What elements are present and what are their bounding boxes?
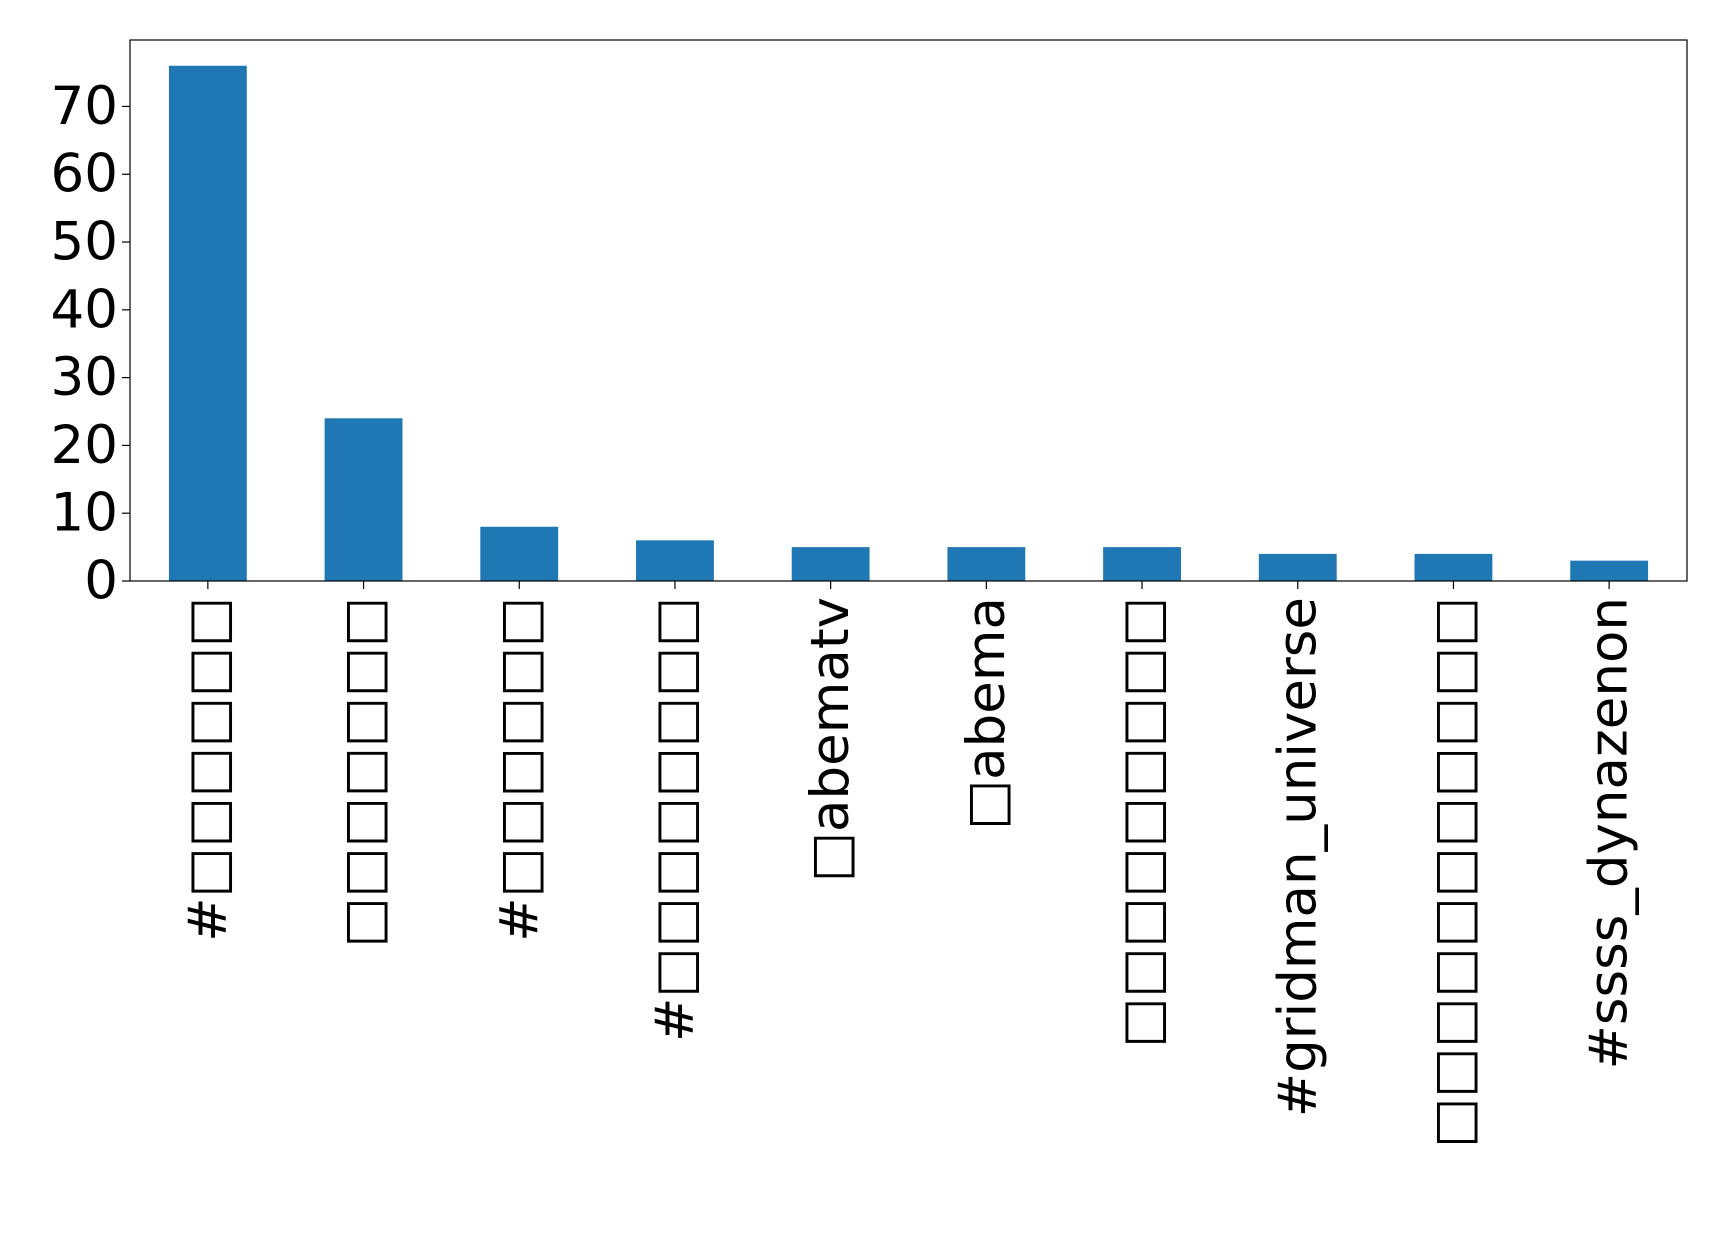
- x-tick-label: #□□□□□□: [489, 597, 550, 942]
- x-tick-label: □□□□□□□: [333, 597, 394, 948]
- plot-frame: [129, 39, 1688, 582]
- x-tick-label: #□□□□□□□□: [644, 597, 705, 1042]
- y-tick-label: 0: [84, 551, 118, 612]
- bar: [791, 547, 870, 581]
- bar: [1258, 553, 1337, 581]
- bar: [947, 547, 1026, 581]
- bar: [480, 526, 559, 581]
- x-tick-label: □abema: [956, 597, 1017, 830]
- bar: [1103, 547, 1181, 581]
- x-tick-label: #ssss_dynazenon: [1579, 597, 1640, 1069]
- bar: [636, 540, 714, 581]
- x-tick-label: □□□□□□□□□□□: [1423, 597, 1484, 1148]
- bar: [1414, 553, 1493, 581]
- bar: [1570, 560, 1649, 581]
- y-tick-label: 60: [51, 144, 118, 205]
- x-tick-label: □□□□□□□□□: [1112, 597, 1173, 1048]
- y-tick-label: 10: [51, 483, 118, 544]
- x-tick-label: □abematv: [800, 597, 861, 882]
- x-tick-label: #□□□□□□: [177, 597, 238, 942]
- y-tick-label: 70: [51, 76, 118, 137]
- y-tick-label: 30: [51, 347, 118, 408]
- x-tick-label: #gridman_universe: [1267, 597, 1328, 1117]
- y-tick-label: 20: [51, 415, 118, 476]
- bar: [168, 65, 247, 581]
- y-tick-label: 40: [51, 279, 118, 340]
- y-tick-label: 50: [51, 212, 118, 273]
- bar: [324, 418, 403, 581]
